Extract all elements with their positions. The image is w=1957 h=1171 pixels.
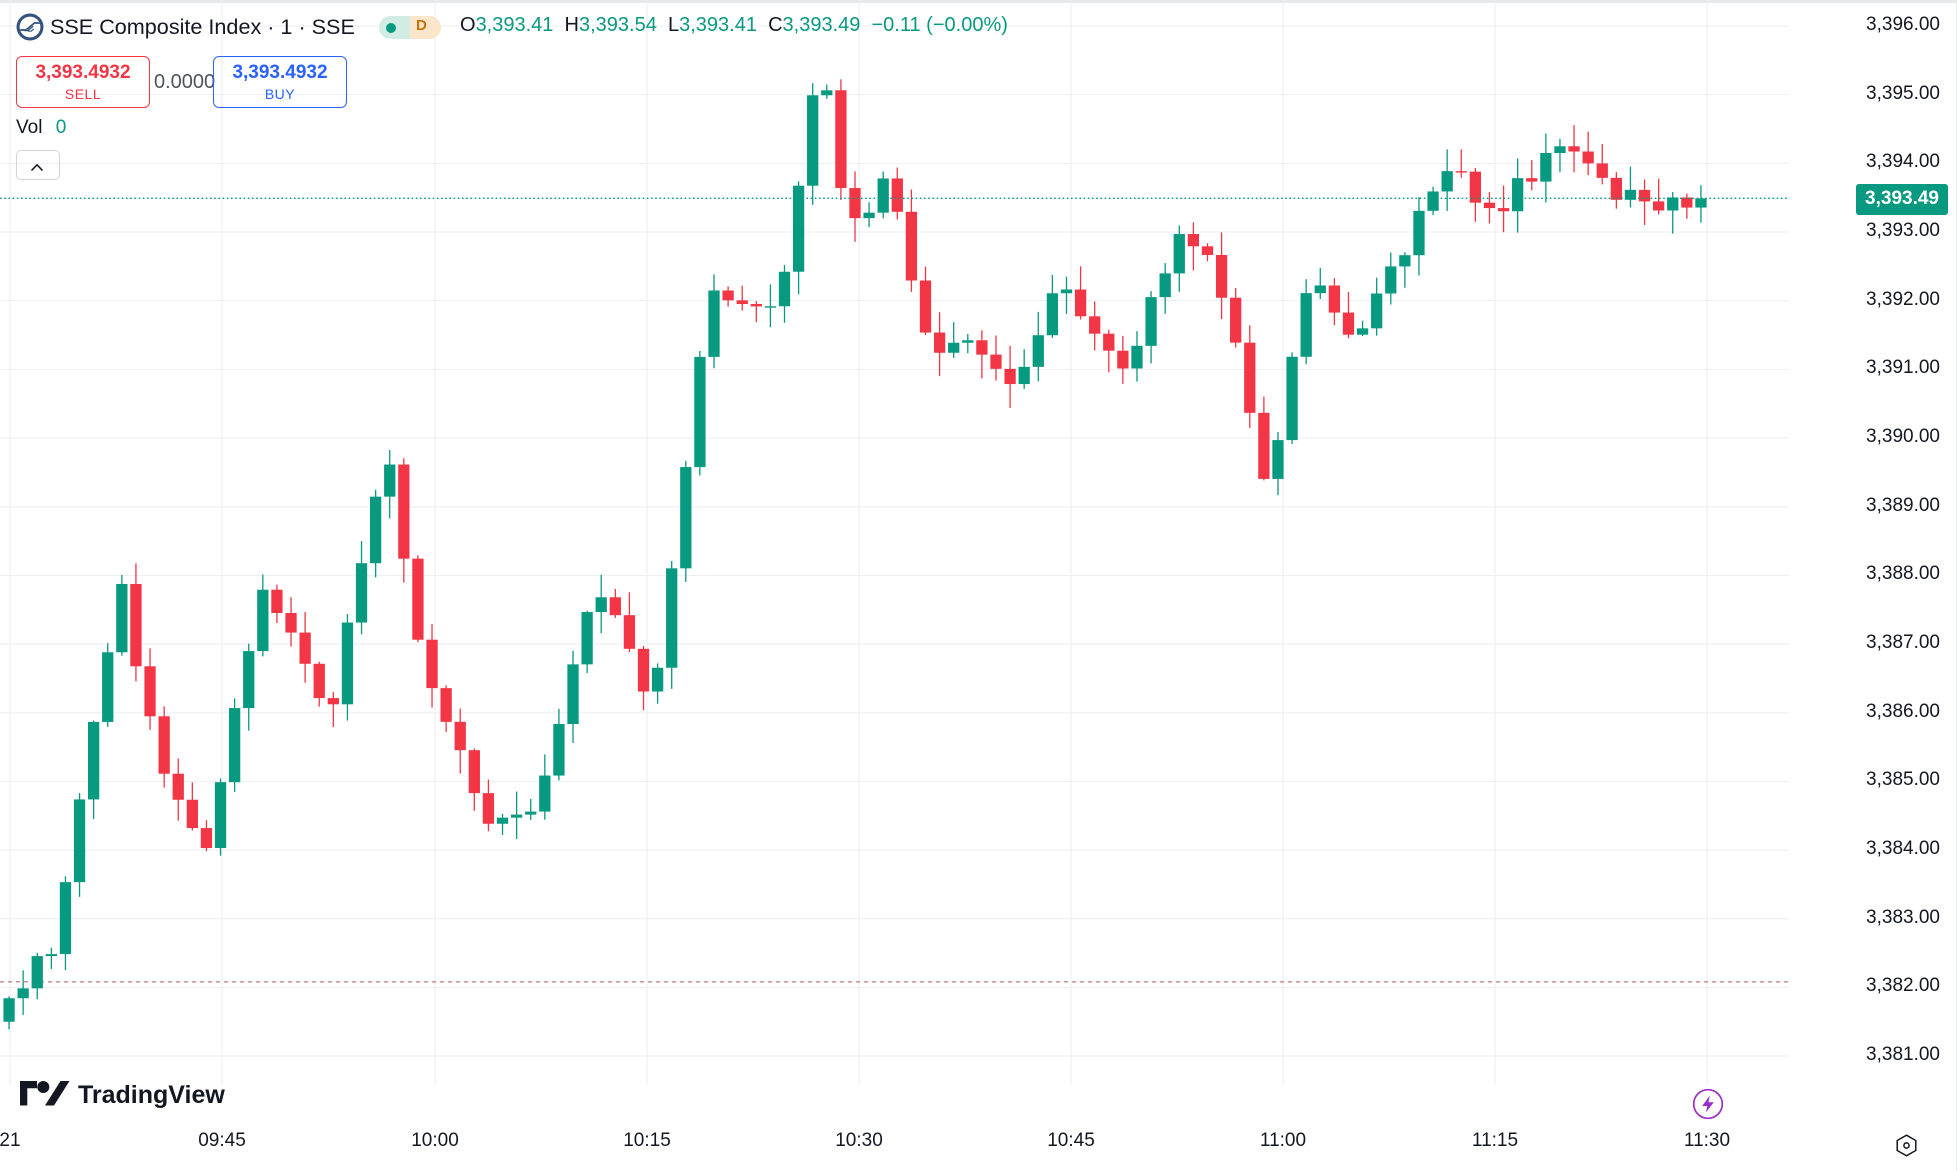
svg-text:TradingView: TradingView [78,1081,225,1109]
